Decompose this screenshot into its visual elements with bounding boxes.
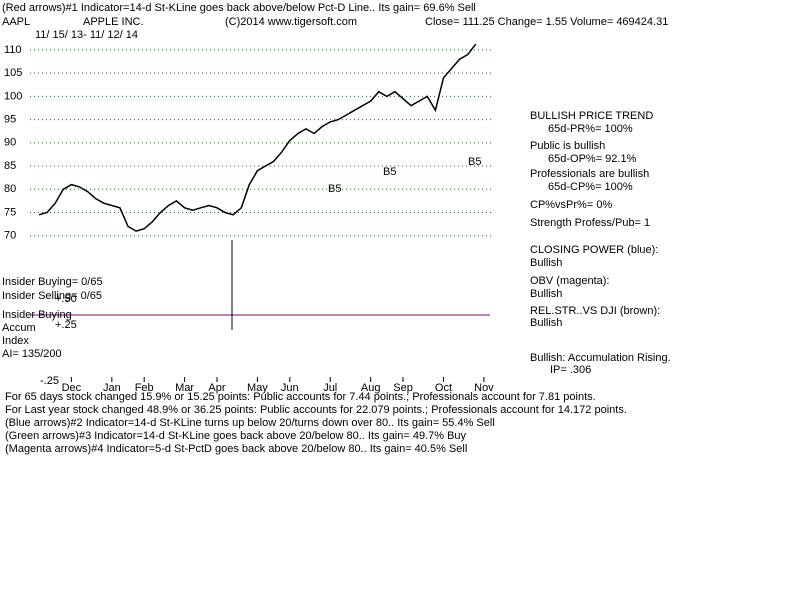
annotation: Accum xyxy=(2,322,36,334)
annotation: Bullish xyxy=(530,317,562,329)
annotation: (Magenta arrows)#4 Indicator=5-d St-PctD… xyxy=(5,443,467,455)
y-tick-label: 80 xyxy=(4,183,16,195)
annotation: Insider Selling= 0/65 xyxy=(2,290,102,302)
x-tick-label: May xyxy=(247,382,268,394)
x-tick-label: Apr xyxy=(208,382,225,394)
x-tick-label: Mar xyxy=(175,382,194,394)
annotation: 11/ 15/ 13- 11/ 12/ 14 xyxy=(35,29,138,41)
annotation: Bullish xyxy=(530,288,562,300)
x-tick-label: Sep xyxy=(393,382,413,394)
annotation: For 65 days stock changed 15.9% or 15.25… xyxy=(5,391,596,403)
chart-title: (Red arrows)#1 Indicator=14-d St-KLine g… xyxy=(2,2,476,14)
annotation: AI= 135/200 xyxy=(2,348,62,360)
annotation: 65d-PR%= 100% xyxy=(548,123,633,135)
annotation: APPLE INC. xyxy=(83,16,144,28)
y-tick-label: 105 xyxy=(4,67,22,79)
annotation: AAPL xyxy=(2,16,30,28)
price-line xyxy=(38,43,477,232)
annotation: Index xyxy=(2,335,29,347)
x-tick-label: Jun xyxy=(281,382,299,394)
annotation: (Green arrows)#3 Indicator=14-d St-KLine… xyxy=(5,430,467,442)
annotation: Insider Buying xyxy=(2,309,72,321)
x-tick-label: Jan xyxy=(103,382,121,394)
x-tick-label: Oct xyxy=(435,382,452,394)
annotation: BULLISH PRICE TREND xyxy=(530,110,653,122)
annotation: +.50 xyxy=(55,293,77,305)
annotation: B5 xyxy=(383,166,396,178)
annotation: CP%vsPr%= 0% xyxy=(530,199,612,211)
annotation: Public is bullish xyxy=(530,140,605,152)
annotation: 65d-OP%= 92.1% xyxy=(548,153,637,165)
y-tick-label: 85 xyxy=(4,160,16,172)
annotation: REL.STR..VS DJI (brown): xyxy=(530,305,660,317)
y-tick-label: 100 xyxy=(4,90,22,102)
y-tick-label: 75 xyxy=(4,206,16,218)
annotation: Insider Buying= 0/65 xyxy=(2,276,103,288)
annotation: Bullish: Accumulation Rising. xyxy=(530,352,671,364)
x-tick-label: Nov xyxy=(474,382,494,394)
annotation: IP= .306 xyxy=(550,364,591,376)
x-tick-label: Aug xyxy=(361,382,381,394)
x-tick-label: Dec xyxy=(62,382,82,394)
annotation: (C)2014 www.tigersoft.com xyxy=(225,16,357,28)
annotation: CLOSING POWER (blue): xyxy=(530,244,658,256)
annotation: Close= 111.25 Change= 1.55 Volume= 46942… xyxy=(425,16,668,28)
annotation: Professionals are bullish xyxy=(530,168,649,180)
y-tick-label: 95 xyxy=(4,114,16,126)
y-tick-label: 110 xyxy=(4,44,22,56)
y-tick-label: 70 xyxy=(4,230,16,242)
annotation: 65d-CP%= 100% xyxy=(548,181,633,193)
annotation: For Last year stock changed 48.9% or 36.… xyxy=(5,404,627,416)
annotation: -.25 xyxy=(40,375,59,387)
annotation: +.25 xyxy=(55,319,77,331)
annotation: Bullish xyxy=(530,257,562,269)
annotation: B5 xyxy=(468,156,481,168)
x-tick-label: Feb xyxy=(135,382,154,394)
annotation: OBV (magenta): xyxy=(530,275,609,287)
annotation: (Blue arrows)#2 Indicator=14-d St-KLine … xyxy=(5,417,495,429)
y-tick-label: 90 xyxy=(4,137,16,149)
x-tick-label: Jul xyxy=(323,382,337,394)
annotation: Strength Profess/Pub= 1 xyxy=(530,217,650,229)
